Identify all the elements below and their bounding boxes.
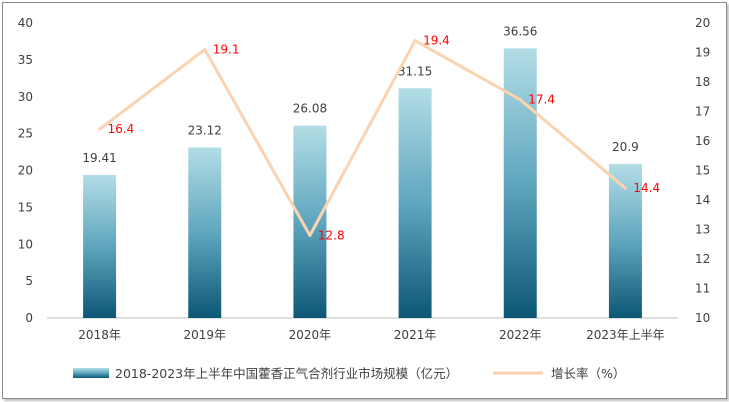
y-right-tick-label: 12 (695, 252, 710, 266)
line-data-label: 14.4 (633, 181, 660, 195)
y-left-tick-label: 0 (25, 311, 33, 325)
x-tick-label: 2023年上半年 (586, 328, 665, 342)
legend-swatch-bar (73, 368, 109, 378)
y-left-tick-label: 25 (18, 127, 33, 141)
legend: 2018-2023年上半年中国藿香正气合剂行业市场规模（亿元） 增长率（%） (73, 366, 625, 381)
bar (293, 125, 327, 318)
y-left-tick-label: 15 (18, 200, 33, 214)
y-left-tick-label: 10 (18, 237, 33, 251)
y-left-tick-label: 40 (18, 16, 33, 30)
y-right-tick-label: 20 (695, 16, 710, 30)
line-data-label: 17.4 (528, 93, 555, 107)
x-tick-label: 2019年 (183, 328, 226, 342)
line-data-label: 19.4 (423, 34, 450, 48)
line-point (203, 48, 207, 52)
bar-data-label: 20.9 (612, 140, 639, 154)
y-right-tick-label: 19 (695, 46, 710, 60)
legend-label-line: 增长率（%） (551, 366, 625, 381)
y-right-tick-label: 11 (695, 282, 710, 296)
x-tick-label: 2021年 (394, 328, 437, 342)
line-data-label: 16.4 (108, 122, 135, 136)
y-left-tick-label: 5 (25, 274, 33, 288)
y-right-tick-label: 18 (695, 75, 710, 89)
y-left-tick-label: 30 (18, 90, 33, 104)
y-right-tick-label: 13 (695, 223, 710, 237)
line-data-label: 19.1 (213, 43, 240, 57)
x-tick-label: 2022年 (499, 328, 542, 342)
x-tick-label: 2018年 (78, 328, 121, 342)
bar (188, 147, 222, 318)
legend-label-bar: 2018-2023年上半年中国藿香正气合剂行业市场规模（亿元） (115, 366, 458, 381)
line-group (98, 39, 627, 237)
bar-data-label: 23.12 (188, 123, 222, 137)
line-data-label: 12.8 (318, 228, 345, 242)
combo-chart: 0510152025303540101112131415161718192020… (18, 16, 711, 381)
y-right-tick-label: 17 (695, 105, 710, 119)
axes-group: 0510152025303540101112131415161718192020… (18, 16, 711, 342)
y-left-tick-label: 35 (18, 53, 33, 67)
bar-labels-group: 19.41 23.12 26.08 31.15 36.56 20.9 (82, 24, 638, 164)
line-point (623, 186, 627, 190)
growth-rate-line (98, 39, 627, 237)
x-tick-label: 2020年 (289, 328, 332, 342)
bar-data-label: 26.08 (293, 102, 327, 116)
y-left-tick-label: 20 (18, 164, 33, 178)
bar-data-label: 31.15 (398, 64, 432, 78)
line-labels-group: 16.4 19.1 12.8 19.4 17.4 14.4 (108, 34, 661, 243)
bar (83, 174, 117, 318)
line-point (518, 98, 522, 102)
bar (503, 48, 537, 319)
bar (398, 88, 432, 318)
y-right-tick-label: 15 (695, 164, 710, 178)
y-right-tick-label: 16 (695, 134, 710, 148)
y-right-tick-label: 14 (695, 193, 710, 207)
line-point (98, 127, 102, 131)
bar-data-label: 36.56 (503, 24, 537, 38)
bars-group (83, 48, 642, 319)
y-right-tick-label: 10 (695, 311, 710, 325)
line-point (413, 39, 417, 43)
bar-data-label: 19.41 (82, 151, 116, 165)
line-point (308, 233, 312, 237)
